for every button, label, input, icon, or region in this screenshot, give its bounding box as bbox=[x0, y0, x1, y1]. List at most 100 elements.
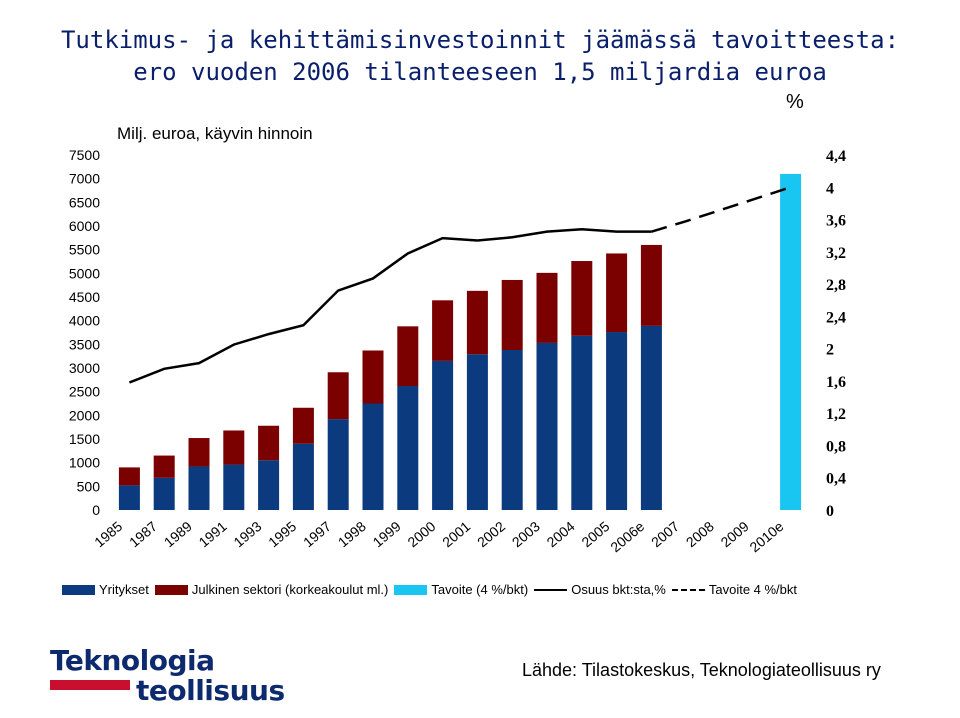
bar-yritykset bbox=[188, 466, 210, 510]
bar-yritykset bbox=[501, 350, 523, 510]
legend-label-yritykset: Yritykset bbox=[99, 582, 149, 597]
bar-julkinen bbox=[292, 407, 314, 444]
legend-swatch-osuus bbox=[534, 588, 568, 591]
x-tick-label: 1995 bbox=[265, 518, 299, 550]
x-tick-label: 2010e bbox=[746, 518, 786, 555]
x-tick-label: 2008 bbox=[683, 518, 717, 550]
right-tick-label: 3,6 bbox=[826, 213, 846, 230]
bar-yritykset bbox=[432, 360, 454, 510]
legend-label-julkinen: Julkinen sektori (korkeakoulut ml.) bbox=[191, 582, 389, 597]
right-axis-label: % bbox=[786, 91, 804, 113]
x-tick-label: 1991 bbox=[196, 518, 230, 550]
left-tick-label: 1000 bbox=[69, 455, 100, 471]
logo-line-1: Teknologia bbox=[50, 644, 215, 677]
right-tick-label: 1,2 bbox=[826, 406, 846, 423]
left-tick-label: 5500 bbox=[69, 242, 100, 258]
x-tick-label: 2004 bbox=[544, 518, 578, 550]
x-tick-label: 1999 bbox=[370, 518, 404, 550]
left-tick-label: 6500 bbox=[69, 194, 100, 210]
x-tick-label: 2009 bbox=[718, 518, 752, 550]
bar-julkinen bbox=[501, 279, 523, 351]
bar-yritykset bbox=[397, 385, 419, 510]
left-tick-label: 0 bbox=[92, 502, 100, 518]
left-tick-label: 1500 bbox=[69, 431, 100, 447]
bar-julkinen bbox=[571, 261, 593, 336]
legend-label-osuus: Osuus bkt:sta,% bbox=[571, 582, 666, 597]
right-tick-label: 2,4 bbox=[826, 309, 846, 326]
chart-title-line-1: Tutkimus- ja kehittämisinvestoinnit jääm… bbox=[60, 26, 900, 54]
bar-julkinen bbox=[188, 438, 210, 467]
bar-yritykset bbox=[153, 477, 175, 510]
right-tick-label: 2 bbox=[826, 342, 834, 359]
bar-yritykset bbox=[466, 354, 488, 510]
legend-swatch-tavoite-bar bbox=[394, 584, 428, 595]
left-tick-label: 6000 bbox=[69, 218, 100, 234]
bar-julkinen bbox=[640, 244, 662, 326]
bar-julkinen bbox=[258, 425, 280, 461]
x-tick-label: 1985 bbox=[91, 518, 125, 550]
bar-julkinen bbox=[153, 455, 175, 478]
left-tick-label: 7000 bbox=[69, 171, 100, 187]
x-tick-label: 1989 bbox=[161, 518, 195, 550]
bar-julkinen bbox=[327, 372, 349, 420]
bar-yritykset bbox=[223, 464, 245, 510]
chart-legend: Yritykset Julkinen sektori (korkeakoulut… bbox=[62, 582, 803, 597]
left-tick-label: 4000 bbox=[69, 313, 100, 329]
bar-yritykset bbox=[536, 342, 558, 510]
bar-julkinen bbox=[432, 300, 454, 361]
x-tick-label: 2001 bbox=[439, 518, 473, 550]
bar-julkinen bbox=[536, 272, 558, 343]
x-tick-label: 2006e bbox=[607, 518, 647, 555]
bar-julkinen bbox=[118, 467, 140, 486]
legend-swatch-yritykset bbox=[62, 584, 95, 595]
right-tick-label: 2,8 bbox=[826, 277, 846, 294]
left-axis-label: Milj. euroa, käyvin hinnoin bbox=[117, 124, 313, 143]
legend-item-tavoite-line: Tavoite 4 %/bkt bbox=[671, 582, 798, 597]
source-note: Lähde: Tilastokeskus, Teknologiateollisu… bbox=[522, 660, 881, 680]
left-tick-label: 3500 bbox=[69, 336, 100, 352]
bar-yritykset bbox=[362, 403, 384, 510]
legend-label-tavoite-bar: Tavoite (4 %/bkt) bbox=[431, 582, 529, 597]
x-tick-label: 2007 bbox=[648, 518, 682, 550]
left-tick-label: 5000 bbox=[69, 265, 100, 281]
line-osuus bbox=[128, 227, 652, 384]
legend-item-yritykset: Yritykset bbox=[62, 582, 149, 597]
line-tavoite bbox=[651, 186, 791, 233]
teknologiateollisuus-logo: Teknologia teollisuus bbox=[50, 646, 285, 706]
left-tick-label: 2500 bbox=[69, 384, 100, 400]
bar-yritykset bbox=[640, 325, 662, 510]
right-tick-label: 0 bbox=[826, 503, 834, 520]
bar-yritykset bbox=[258, 460, 280, 510]
x-tick-label: 2000 bbox=[404, 518, 438, 550]
left-tick-label: 2000 bbox=[69, 407, 100, 423]
bar-julkinen bbox=[466, 290, 488, 355]
bar-julkinen bbox=[606, 253, 628, 333]
left-tick-label: 500 bbox=[77, 478, 101, 494]
bar-yritykset bbox=[327, 419, 349, 510]
x-tick-label: 1997 bbox=[300, 518, 334, 550]
chart-canvas: Milj. euroa, käyvin hinnoin% 0 500 1000 1500… bbox=[69, 91, 846, 555]
x-tick-label: 1993 bbox=[230, 518, 264, 550]
x-tick-label: 1998 bbox=[335, 518, 369, 550]
legend-label-tavoite-line: Tavoite 4 %/bkt bbox=[708, 582, 798, 597]
bar-julkinen bbox=[397, 326, 419, 386]
legend-item-tavoite-bar: Tavoite (4 %/bkt) bbox=[394, 582, 528, 597]
x-tick-label: 2005 bbox=[578, 518, 612, 550]
bar-yritykset bbox=[292, 443, 314, 510]
right-tick-label: 1,6 bbox=[826, 374, 846, 391]
legend-item-julkinen: Julkinen sektori (korkeakoulut ml.) bbox=[154, 582, 389, 597]
logo-red-bar bbox=[50, 680, 130, 690]
x-tick-label: 2002 bbox=[474, 518, 508, 550]
bar-yritykset bbox=[118, 485, 140, 510]
right-tick-label: 4 bbox=[826, 180, 834, 197]
chart-title-line-2: ero vuoden 2006 tilanteeseen 1,5 miljard… bbox=[133, 58, 827, 86]
bar-yritykset bbox=[571, 335, 593, 510]
x-tick-label: 2003 bbox=[509, 518, 543, 550]
x-tick-label: 1987 bbox=[126, 518, 160, 550]
right-tick-label: 3,2 bbox=[826, 245, 846, 262]
left-tick-label: 3000 bbox=[69, 360, 100, 376]
right-tick-label: 0,8 bbox=[826, 438, 846, 455]
bar-julkinen bbox=[362, 350, 384, 404]
left-tick-label: 7500 bbox=[69, 147, 100, 163]
legend-item-osuus: Osuus bkt:sta,% bbox=[534, 582, 666, 597]
